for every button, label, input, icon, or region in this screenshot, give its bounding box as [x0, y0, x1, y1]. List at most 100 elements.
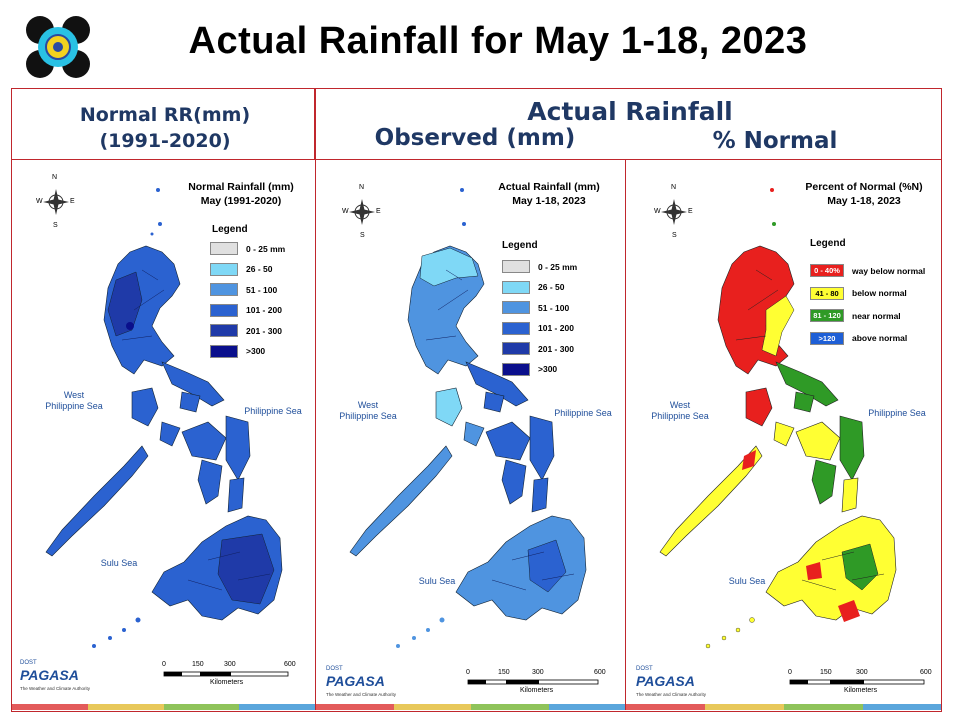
legend-label: 51 - 100 [538, 302, 570, 313]
compass-s: S [53, 222, 58, 229]
pagasa-tagline: The Weather and Climate Authority [326, 692, 396, 697]
philippines-map-percent [659, 188, 925, 685]
observed-map-title-line2: May 1-18, 2023 [512, 195, 586, 207]
actual-header: Actual Rainfall [527, 97, 733, 126]
legend-label: above normal [852, 333, 908, 343]
observed-header: Observed (mm) [374, 125, 576, 151]
legend-swatch: 0 - 40% [810, 264, 844, 277]
west-sea-line2: Philippine Sea [45, 401, 103, 411]
legend-label: 26 - 50 [246, 264, 273, 274]
compass-n: N [52, 174, 58, 181]
legend-item: 201 - 300 [210, 324, 282, 337]
legend-swatch [210, 242, 238, 255]
legend-label: 101 - 200 [538, 323, 574, 333]
dost-label: DOST [20, 660, 37, 666]
west-philippine-sea-label: West Philippine Sea [640, 400, 720, 422]
scale-tick-300: 300 [224, 661, 236, 668]
legend-swatch [502, 301, 530, 314]
compass-w: W [342, 208, 349, 215]
observed-legend-title: Legend [502, 240, 538, 251]
scale-unit: Kilometers [210, 679, 244, 686]
compass-n: N [359, 184, 365, 191]
pagasa-tagline: The Weather and Climate Authority [20, 686, 90, 691]
compass-icon [661, 199, 687, 225]
scale-tick-300: 300 [532, 669, 544, 676]
legend-item: 101 - 200 [502, 321, 574, 335]
legend-swatch [210, 324, 238, 337]
scale-tick-600: 600 [594, 669, 606, 676]
normal-map-title: Normal Rainfall (mm) May (1991-2020) [172, 180, 310, 208]
percent-legend-title: Legend [810, 238, 846, 249]
legend-item: >300 [210, 344, 266, 358]
percent-map-title-line2: May 1-18, 2023 [827, 195, 901, 207]
philippines-map-normal [43, 188, 289, 677]
scale-tick-150: 150 [820, 669, 832, 676]
sulu-sea-label: Sulu Sea [418, 576, 456, 586]
legend-swatch [210, 283, 238, 296]
compass-w: W [36, 198, 43, 205]
legend-swatch [502, 321, 530, 335]
pagasa-logo [24, 14, 92, 80]
legend-label: 201 - 300 [538, 343, 574, 354]
legend-item: 51 - 100 [502, 301, 569, 314]
page-title: Actual Rainfall for May 1-18, 2023 [188, 20, 808, 62]
map-panel-normal: Normal Rainfall (mm) May (1991-2020) N S… [12, 160, 315, 710]
normal-legend-title: Legend [212, 224, 248, 235]
west-sea-line2: Philippine Sea [651, 411, 709, 421]
west-sea-line2: Philippine Sea [339, 411, 397, 421]
header-frame-actual [315, 88, 942, 160]
observed-map-title: Actual Rainfall (mm) May 1-18, 2023 [484, 180, 614, 208]
compass-n: N [671, 184, 677, 191]
philippine-sea-label: Philippine Sea [554, 408, 612, 418]
scale-tick-0: 0 [162, 661, 166, 668]
legend-item: 41 - 80 below normal [810, 286, 907, 300]
map-panel-observed: Actual Rainfall (mm) May 1-18, 2023 N S … [315, 160, 625, 710]
normal-map-title-line1: Normal Rainfall (mm) [188, 181, 294, 193]
west-sea-line1: West [63, 390, 85, 400]
legend-label: >300 [538, 364, 558, 374]
map-panel-percent: Percent of Normal (%N) May 1-18, 2023 N … [625, 160, 941, 710]
compass-icon [349, 199, 375, 225]
scale-tick-0: 0 [788, 669, 792, 676]
legend-swatch [502, 280, 530, 294]
scale-unit: Kilometers [520, 687, 554, 694]
header-frame-normal [11, 88, 315, 160]
pagasa-brand: PAGASA [636, 673, 695, 689]
legend-label: 0 - 25 mm [246, 243, 286, 254]
west-philippine-sea-label: West Philippine Sea [328, 400, 408, 422]
dost-label: DOST [636, 666, 653, 672]
legend-item: 0 - 40% way below normal [810, 264, 925, 277]
legend-swatch [502, 342, 530, 355]
color-stripe [316, 704, 625, 710]
legend-label: >300 [246, 346, 266, 356]
legend-label: 201 - 300 [246, 325, 282, 336]
normal-header-line1: Normal RR(mm) [79, 104, 251, 126]
compass-w: W [654, 208, 661, 215]
philippines-map-observed [349, 188, 599, 685]
legend-label: below normal [852, 288, 907, 298]
philippine-sea-label: Philippine Sea [868, 408, 926, 418]
scale-tick-150: 150 [192, 661, 204, 668]
legend-item: 51 - 100 [210, 283, 277, 296]
legend-label: 101 - 200 [246, 305, 282, 315]
normal-map-title-line2: May (1991-2020) [200, 195, 282, 207]
legend-label: 0 - 25 mm [538, 261, 578, 272]
compass-e: E [70, 198, 75, 205]
legend-label: way below normal [852, 265, 926, 276]
legend-item: 26 - 50 [502, 280, 564, 294]
compass-e: E [688, 208, 693, 215]
sulu-sea-label: Sulu Sea [728, 576, 766, 586]
percent-map-title: Percent of Normal (%N) May 1-18, 2023 [790, 180, 938, 208]
legend-item: 101 - 200 [210, 303, 282, 317]
compass-e: E [376, 208, 381, 215]
west-sea-line1: West [669, 400, 691, 410]
legend-swatch [210, 303, 238, 317]
normal-header-line2: (1991-2020) [99, 130, 231, 152]
pagasa-brand: PAGASA [326, 673, 385, 689]
scale-unit: Kilometers [844, 687, 878, 694]
legend-swatch: >120 [810, 331, 844, 345]
pagasa-tagline: The Weather and Climate Authority [636, 692, 706, 697]
observed-map-title-line1: Actual Rainfall (mm) [498, 181, 600, 193]
dost-label: DOST [326, 666, 343, 672]
scale-tick-150: 150 [498, 669, 510, 676]
